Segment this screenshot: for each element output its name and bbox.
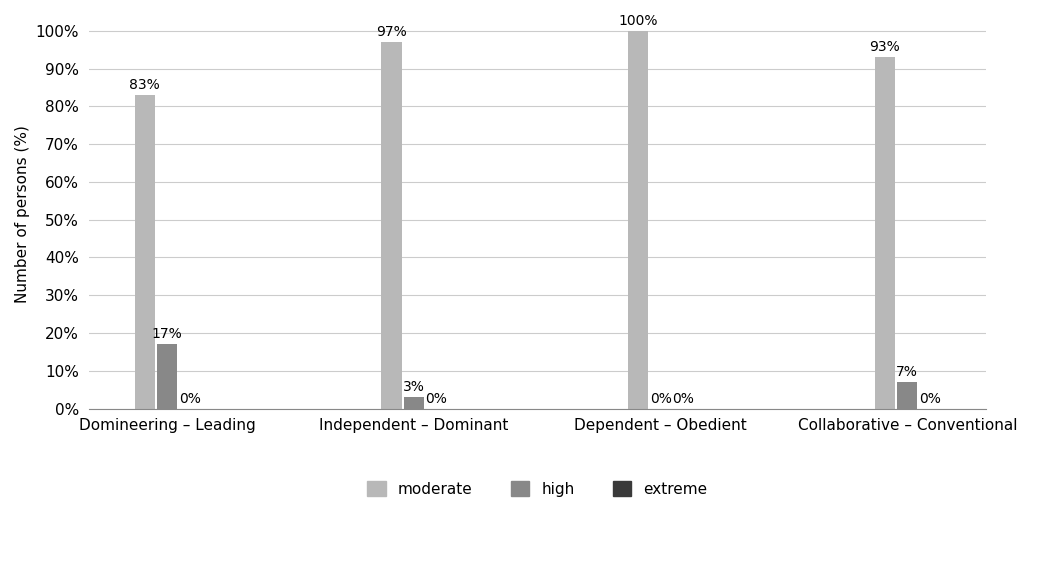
Text: 100%: 100%: [619, 14, 658, 28]
Legend: moderate, high, extreme: moderate, high, extreme: [361, 475, 713, 502]
Bar: [628, 31, 648, 408]
Text: 3%: 3%: [404, 380, 425, 394]
Text: 7%: 7%: [896, 365, 918, 379]
Bar: [875, 57, 895, 408]
Text: 0%: 0%: [179, 392, 201, 405]
Bar: [382, 42, 401, 408]
Text: 83%: 83%: [129, 78, 160, 92]
Bar: [157, 344, 178, 408]
Bar: [898, 382, 917, 408]
Text: 0%: 0%: [650, 392, 672, 405]
Text: 0%: 0%: [918, 392, 940, 405]
Text: 97%: 97%: [376, 25, 407, 39]
Text: 0%: 0%: [672, 392, 694, 405]
Bar: [404, 397, 424, 408]
Bar: [135, 95, 155, 408]
Y-axis label: Number of persons (%): Number of persons (%): [15, 125, 30, 303]
Text: 93%: 93%: [869, 41, 901, 54]
Text: 0%: 0%: [425, 392, 447, 405]
Text: 17%: 17%: [152, 327, 183, 341]
